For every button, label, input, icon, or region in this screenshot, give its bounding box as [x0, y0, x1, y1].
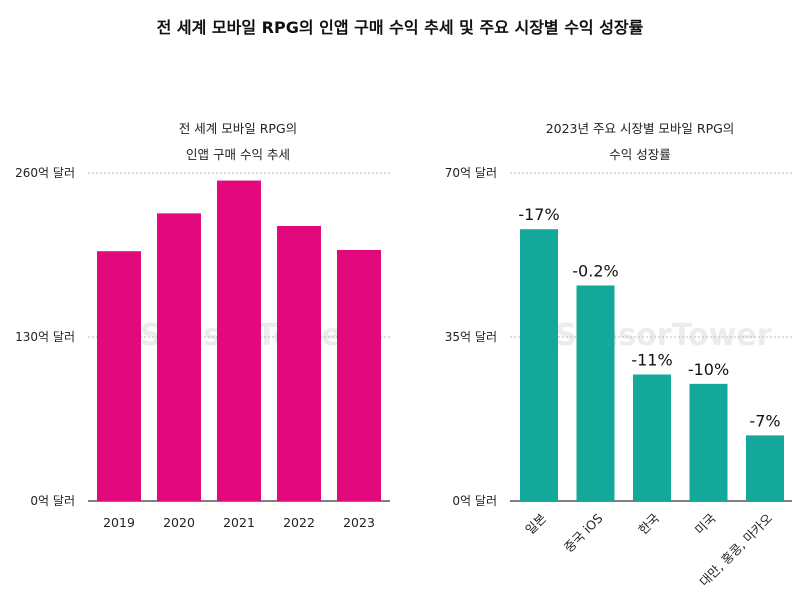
left-y-tick-label: 0억 달러 — [30, 494, 75, 508]
right-data-label: -10% — [688, 360, 729, 379]
left-x-tick-label: 2020 — [163, 515, 195, 530]
right-x-tick-label: 미국 — [692, 511, 719, 538]
right-chart-title-line-2: 수익 성장률 — [609, 147, 671, 162]
right-y-tick-label: 70억 달러 — [445, 166, 497, 180]
left-bar — [97, 251, 141, 501]
right-x-tick-label: 일본 — [522, 511, 549, 538]
left-y-tick-label: 260억 달러 — [15, 166, 75, 180]
right-y-tick-label: 0억 달러 — [452, 494, 497, 508]
right-bar — [689, 383, 728, 501]
right-x-tick-label: 한국 — [635, 511, 662, 538]
right-chart-title-line-1: 2023년 주요 시장별 모바일 RPG의 — [545, 121, 735, 136]
left-chart-title-line-1: 전 세계 모바일 RPG의 — [178, 121, 298, 136]
right-bar — [633, 374, 671, 501]
right-bar — [520, 229, 558, 501]
right-data-label: -7% — [749, 411, 780, 430]
left-chart-title: 전 세계 모바일 RPG의 인앱 구매 수익 추세 — [68, 116, 408, 168]
right-chart-title: 2023년 주요 시장별 모바일 RPG의 수익 성장률 — [470, 116, 800, 168]
left-x-tick-label: 2021 — [223, 515, 255, 530]
right-bar — [576, 285, 615, 501]
right-data-label: -17% — [518, 205, 559, 224]
left-y-tick-label: 130억 달러 — [15, 330, 75, 344]
right-bar — [746, 435, 784, 501]
left-chart-title-line-2: 인앱 구매 수익 추세 — [186, 147, 290, 162]
left-x-tick-label: 2019 — [103, 515, 135, 530]
left-bar — [157, 213, 201, 501]
left-x-tick-label: 2022 — [283, 515, 315, 530]
page-title: 전 세계 모바일 RPG의 인앱 구매 수익 추세 및 주요 시장별 수익 성장… — [156, 18, 644, 37]
left-bar — [277, 225, 321, 501]
left-bar — [337, 249, 381, 501]
left-bar — [217, 180, 261, 502]
right-x-tick-label: 중국 iOS — [561, 510, 606, 555]
left-x-tick-label: 2023 — [343, 515, 375, 530]
right-data-label: -0.2% — [572, 261, 618, 280]
right-y-tick-label: 35억 달러 — [445, 330, 497, 344]
right-data-label: -11% — [631, 350, 672, 369]
